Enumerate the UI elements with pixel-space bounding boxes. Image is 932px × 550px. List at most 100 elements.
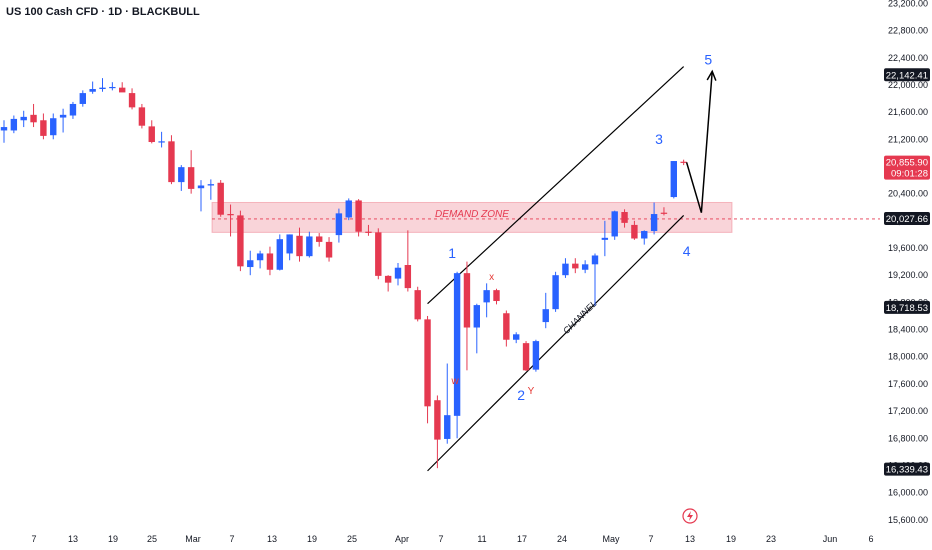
price-tag bbox=[884, 155, 930, 180]
wave-label: 1 bbox=[448, 245, 456, 261]
candle-body bbox=[227, 214, 234, 216]
y-tick-label: 16,800.00 bbox=[888, 433, 928, 443]
candle-body bbox=[217, 182, 224, 215]
x-tick-label: 19 bbox=[108, 534, 118, 544]
x-tick-label: 25 bbox=[147, 534, 157, 544]
candle-body bbox=[493, 290, 500, 302]
y-tick-label: 18,000.00 bbox=[888, 352, 928, 362]
candle-body bbox=[473, 305, 480, 328]
candle-body bbox=[621, 212, 628, 223]
candle-body bbox=[631, 224, 638, 239]
sub-wave-label: w bbox=[451, 376, 460, 387]
price-tag-label: 18,718.53 bbox=[886, 303, 928, 314]
sub-wave-label: Y bbox=[528, 386, 535, 397]
candle-body bbox=[59, 114, 67, 118]
candle-body bbox=[542, 309, 549, 323]
candle-body bbox=[99, 87, 106, 90]
channel-lower-line bbox=[427, 214, 685, 472]
flash-icon-bolt bbox=[687, 511, 693, 521]
price-tag-label: 22,142.41 bbox=[886, 70, 928, 81]
y-tick-label: 22,000.00 bbox=[888, 80, 928, 90]
candle-body bbox=[109, 86, 116, 89]
projection-arrowhead bbox=[706, 69, 717, 81]
y-tick-label: 15,600.00 bbox=[888, 515, 928, 525]
x-tick-label: 11 bbox=[477, 534, 486, 544]
x-tick-label: Mar bbox=[185, 534, 201, 544]
candle-body bbox=[316, 236, 323, 242]
price-tag-label: 20,855.90 bbox=[886, 158, 928, 169]
candle-body bbox=[483, 290, 490, 303]
candle-body bbox=[611, 211, 618, 237]
candle-body bbox=[660, 212, 668, 214]
candle-body bbox=[365, 231, 372, 233]
y-tick-label: 22,400.00 bbox=[888, 53, 928, 63]
y-tick-label: 17,200.00 bbox=[888, 406, 928, 416]
chart-title: US 100 Cash CFD · 1D · BLACKBULL bbox=[6, 6, 200, 18]
x-tick-label: Apr bbox=[395, 534, 409, 544]
candle-body bbox=[168, 141, 175, 183]
candle-body bbox=[178, 167, 185, 183]
y-tick-label: 20,400.00 bbox=[888, 189, 928, 199]
price-tag bbox=[884, 300, 930, 314]
candle-body bbox=[119, 87, 126, 93]
candle-body bbox=[562, 263, 569, 276]
y-tick-label: 18,400.00 bbox=[888, 325, 928, 335]
x-tick-label: 19 bbox=[307, 534, 317, 544]
x-tick-label: 13 bbox=[685, 534, 695, 544]
candle-body bbox=[670, 161, 677, 198]
candle-body bbox=[581, 264, 589, 270]
sub-wave-label: x bbox=[489, 272, 494, 283]
candle-body bbox=[69, 103, 77, 116]
x-tick-label: 13 bbox=[267, 534, 277, 544]
candle-body bbox=[552, 275, 559, 310]
candle-body bbox=[237, 215, 244, 267]
candle-body bbox=[424, 319, 431, 407]
candle-body bbox=[256, 253, 264, 261]
y-tick-label: 21,200.00 bbox=[888, 134, 928, 144]
candle-body bbox=[266, 253, 274, 270]
candle-body bbox=[20, 116, 27, 121]
candle-body bbox=[384, 275, 392, 283]
candle-body bbox=[355, 200, 362, 232]
candle-body bbox=[40, 120, 47, 136]
candle-body bbox=[650, 214, 658, 232]
candle-body bbox=[453, 273, 461, 416]
candle-body bbox=[522, 343, 530, 371]
candle-body bbox=[572, 263, 579, 269]
price-tag bbox=[884, 68, 930, 82]
candle-body bbox=[306, 236, 313, 257]
candle-body bbox=[207, 184, 215, 186]
x-tick-label: 7 bbox=[648, 534, 653, 544]
candle-body bbox=[286, 234, 293, 254]
demand-zone bbox=[211, 201, 733, 233]
candle-body bbox=[79, 93, 86, 104]
candle-body bbox=[247, 260, 254, 268]
wave-label: 3 bbox=[655, 131, 663, 147]
candle-body bbox=[345, 200, 352, 218]
candle-body bbox=[50, 118, 57, 136]
candle-body bbox=[30, 114, 37, 123]
candle-body bbox=[414, 290, 421, 320]
x-tick-label: 7 bbox=[438, 534, 443, 544]
candle-body bbox=[197, 185, 205, 189]
flash-icon[interactable] bbox=[682, 508, 698, 524]
candle-body bbox=[375, 232, 382, 276]
wave-label: 4 bbox=[683, 243, 691, 259]
candle-body bbox=[296, 235, 303, 257]
candle-body bbox=[89, 89, 96, 92]
y-tick-label: 19,200.00 bbox=[888, 270, 928, 280]
price-tag-label: 20,027.66 bbox=[886, 214, 928, 225]
candle-body bbox=[187, 167, 195, 189]
candle-body bbox=[276, 239, 283, 270]
y-tick-label: 23,200.00 bbox=[888, 0, 928, 8]
candle-body bbox=[148, 126, 155, 143]
candle-body bbox=[0, 127, 8, 131]
candle-body bbox=[158, 141, 165, 143]
candle-body bbox=[591, 255, 599, 265]
x-tick-label: 19 bbox=[726, 534, 736, 544]
price-tag bbox=[884, 462, 930, 476]
x-tick-label: 23 bbox=[766, 534, 776, 544]
wave-label: 5 bbox=[704, 52, 712, 68]
price-tag bbox=[884, 211, 930, 225]
